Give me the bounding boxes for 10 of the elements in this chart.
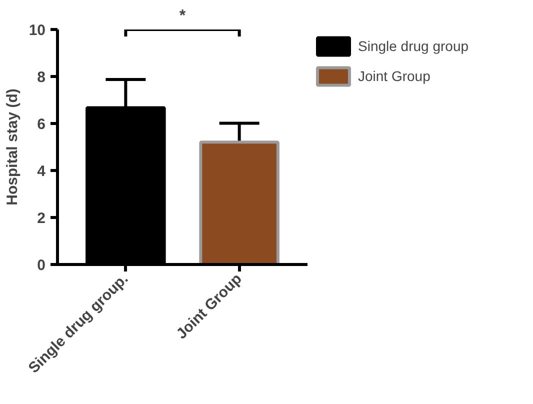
legend-label: Single drug group bbox=[358, 38, 469, 54]
y-axis-title: Hospital stay (d) bbox=[4, 88, 21, 206]
y-tick-label: 10 bbox=[28, 22, 46, 39]
y-tick-label: 2 bbox=[37, 210, 46, 227]
y-tick-label: 8 bbox=[37, 69, 46, 86]
y-tick-label: 0 bbox=[37, 257, 46, 274]
y-tick-label: 6 bbox=[37, 116, 46, 133]
y-tick-label: 4 bbox=[37, 163, 46, 180]
legend-label: Joint Group bbox=[358, 68, 430, 84]
text: * bbox=[179, 8, 186, 24]
